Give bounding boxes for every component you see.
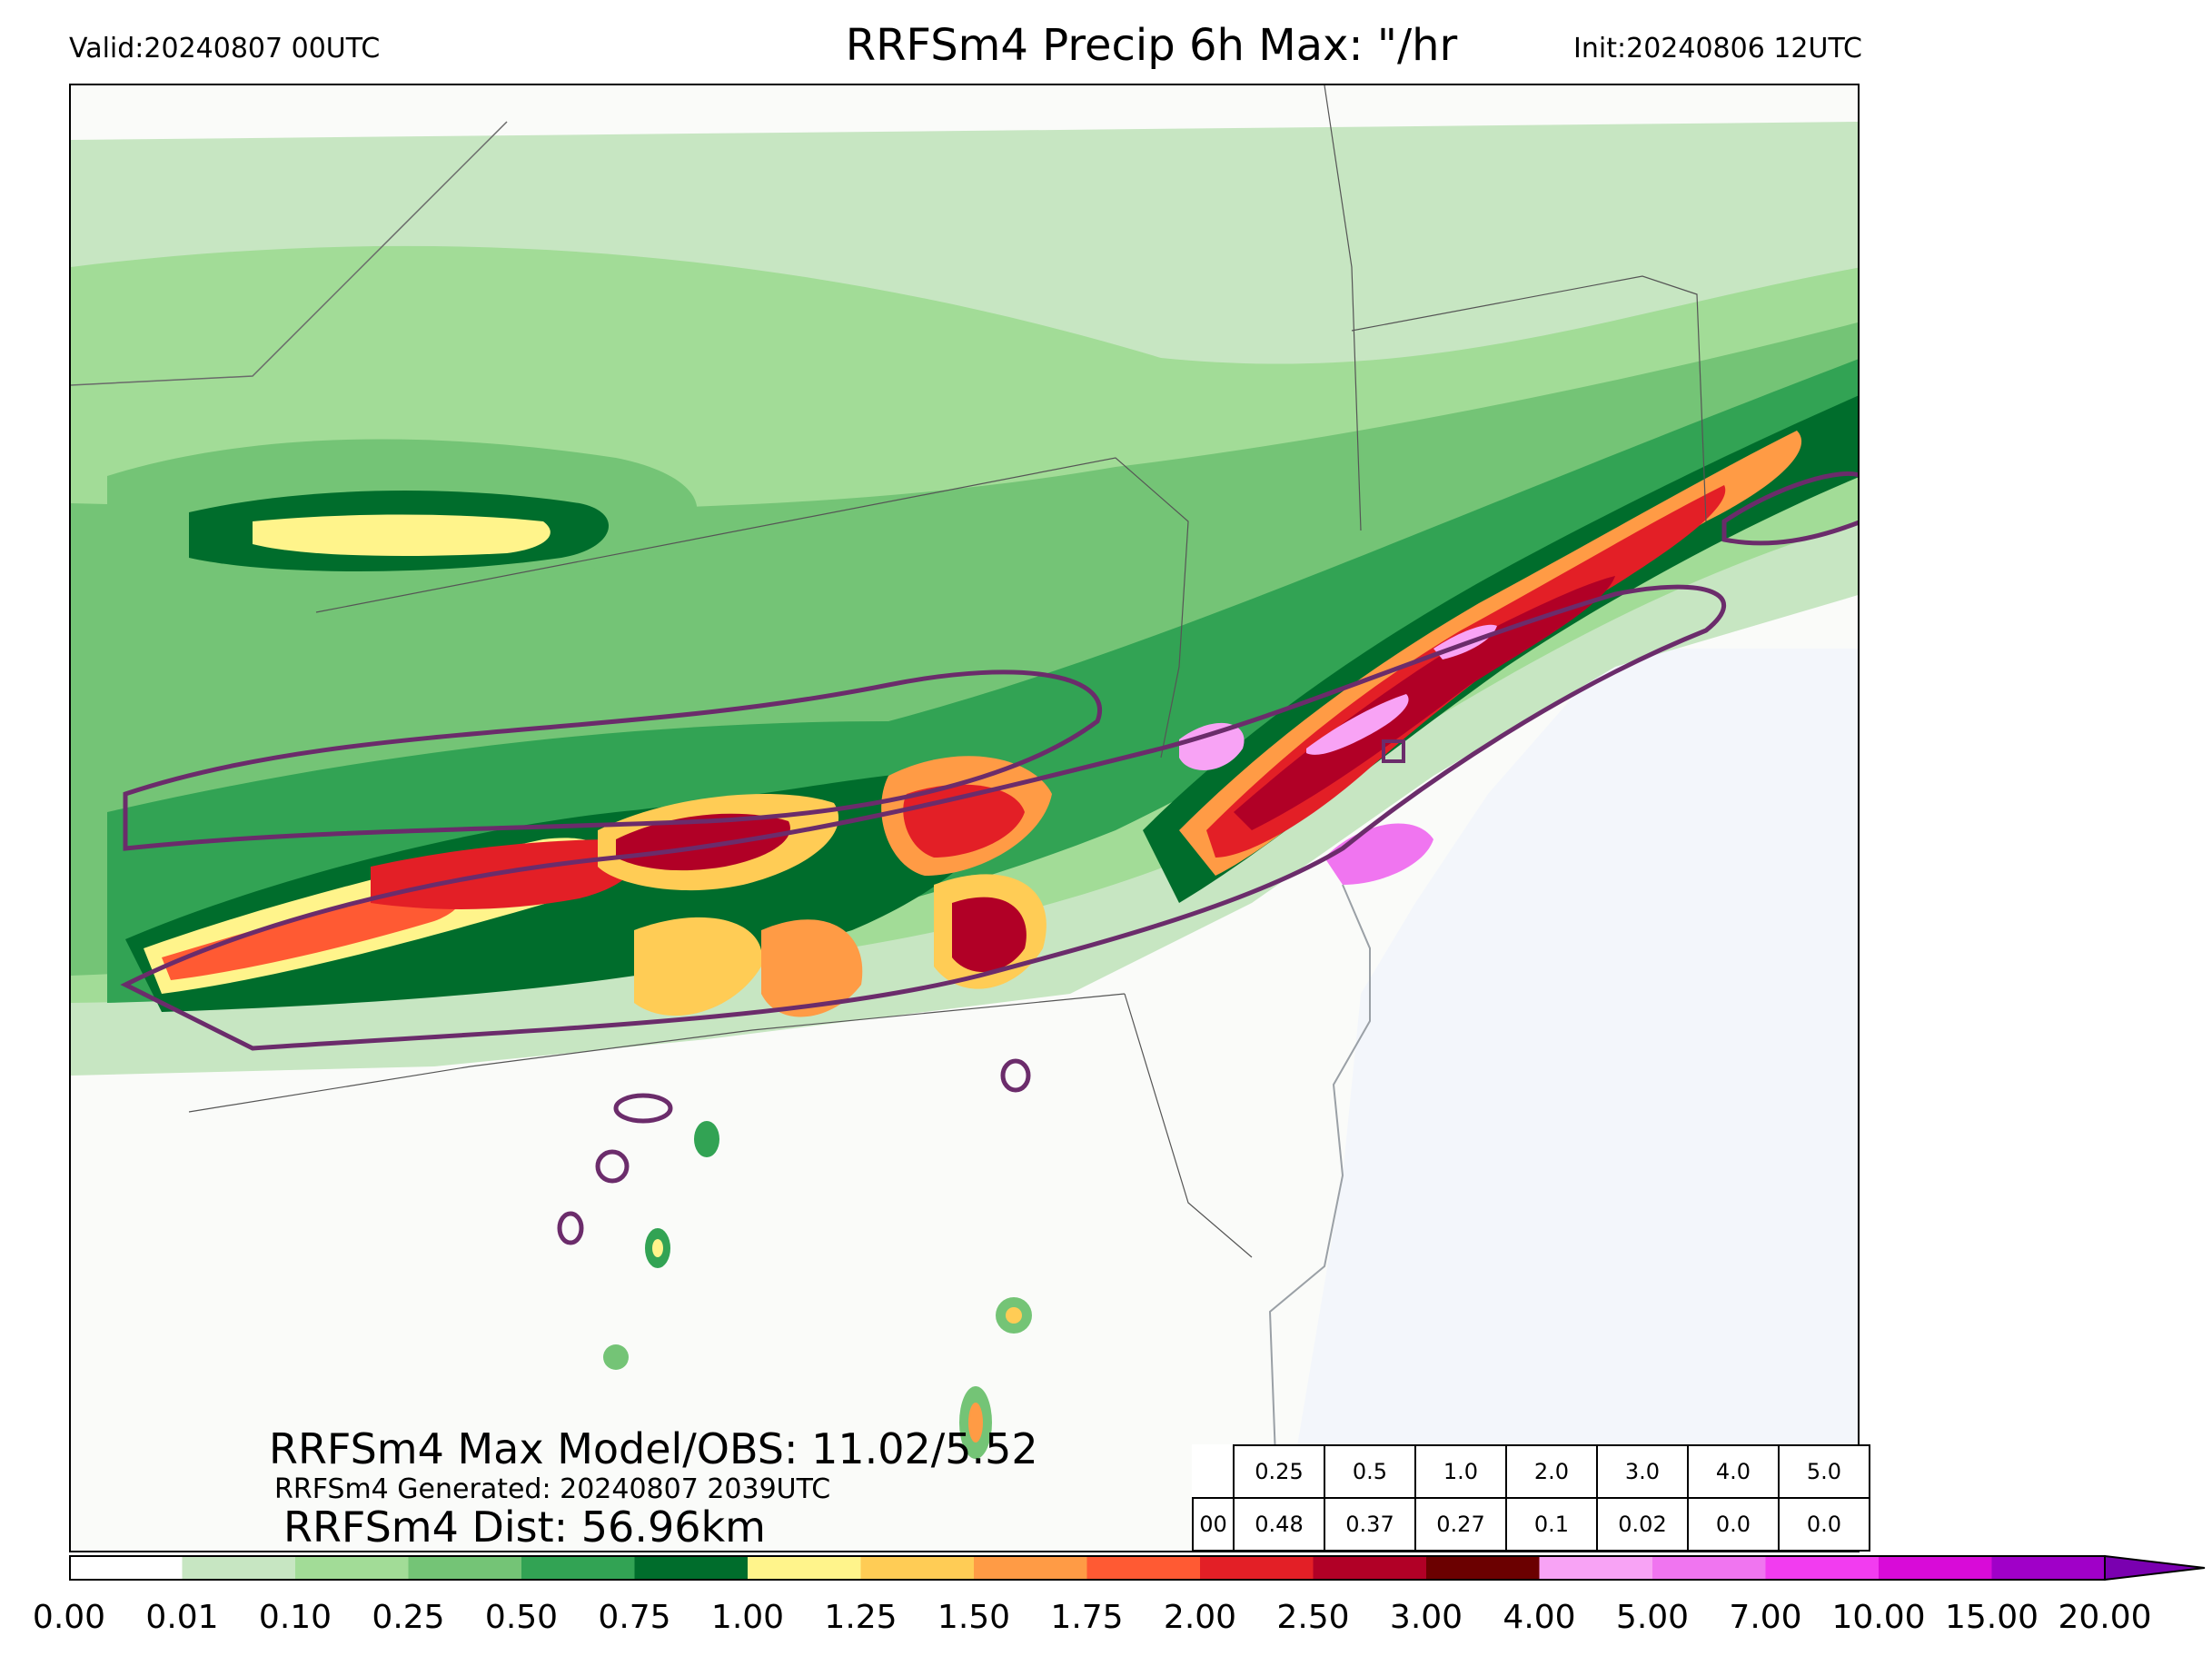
precip-map: [69, 84, 1860, 1552]
value-row: 00 0.48 0.37 0.27 0.1 0.02 0.0 0.0: [1192, 1497, 1870, 1552]
value-cell: 0.1: [1505, 1497, 1598, 1552]
chart-title: RRFSm4 Precip 6h Max: "/hr: [0, 20, 2212, 71]
threshold-cell: 0.5: [1324, 1444, 1416, 1499]
colorbar: [69, 1554, 2206, 1582]
colorbar-segment: [1313, 1556, 1426, 1580]
colorbar-tick-label: 0.25: [372, 1599, 445, 1636]
generated-time-text: RRFSm4 Generated: 20240807 2039UTC: [274, 1473, 831, 1505]
value-cell: 0.02: [1596, 1497, 1689, 1552]
colorbar-segment: [1200, 1556, 1314, 1580]
colorbar-tick-label: 20.00: [2058, 1599, 2152, 1636]
init-time-label: Init:20240806 12UTC: [1573, 33, 1862, 64]
colorbar-segment: [1426, 1556, 1540, 1580]
colorbar-tick-label: 0.01: [145, 1599, 219, 1636]
colorbar-segment: [69, 1556, 183, 1580]
colorbar-tick-label: 2.50: [1276, 1599, 1350, 1636]
threshold-cell: 3.0: [1596, 1444, 1689, 1499]
colorbar-segment: [1086, 1556, 1200, 1580]
colorbar-tick-label: 1.25: [824, 1599, 898, 1636]
colorbar-tick-label: 5.00: [1615, 1599, 1690, 1636]
colorbar-tick-label: 1.75: [1050, 1599, 1124, 1636]
colorbar-segment: [521, 1556, 635, 1580]
max-model-obs-text: RRFSm4 Max Model/OBS: 11.02/5.52: [269, 1424, 1038, 1473]
colorbar-segment: [408, 1556, 521, 1580]
threshold-row: 0.25 0.5 1.0 2.0 3.0 4.0 5.0: [1193, 1444, 1870, 1499]
map-canvas: [71, 85, 1858, 1551]
threshold-stats-table: 0.25 0.5 1.0 2.0 3.0 4.0 5.0 00 0.48 0.3…: [1192, 1444, 1870, 1552]
distance-text: RRFSm4 Dist: 56.96km: [283, 1502, 766, 1552]
colorbar-segment: [1991, 1556, 2105, 1580]
colorbar-segment: [860, 1556, 974, 1580]
colorbar-segment: [748, 1556, 861, 1580]
colorbar-tick-label: 10.00: [1831, 1599, 1926, 1636]
row-label-cell: 00: [1192, 1497, 1235, 1552]
colorbar-segment: [634, 1556, 748, 1580]
colorbar-tick-label: 0.00: [32, 1599, 106, 1636]
threshold-cell: 1.0: [1414, 1444, 1507, 1499]
colorbar-tick-label: 7.00: [1729, 1599, 1802, 1636]
colorbar-tick-label: 0.75: [598, 1599, 671, 1636]
threshold-cell: 5.0: [1778, 1444, 1870, 1499]
threshold-cell: 0.25: [1233, 1444, 1325, 1499]
colorbar-outline: [69, 1555, 2106, 1581]
threshold-cell: 2.0: [1505, 1444, 1598, 1499]
valid-time-label: Valid:20240807 00UTC: [69, 33, 381, 64]
value-cell: 0.0: [1778, 1497, 1870, 1552]
colorbar-segment: [1652, 1556, 1766, 1580]
colorbar-segment: [1879, 1556, 1992, 1580]
colorbar-segment: [182, 1556, 295, 1580]
value-cell: 0.37: [1324, 1497, 1416, 1552]
colorbar-extend-arrow: [2104, 1554, 2206, 1582]
colorbar-tick-label: 4.00: [1503, 1599, 1576, 1636]
colorbar-tick-label: 1.00: [710, 1599, 785, 1636]
value-cell: 0.27: [1414, 1497, 1507, 1552]
colorbar-segment: [1539, 1556, 1652, 1580]
threshold-cell: 4.0: [1687, 1444, 1780, 1499]
value-cell: 0.48: [1233, 1497, 1325, 1552]
colorbar-tick-label: 3.00: [1389, 1599, 1463, 1636]
colorbar-segment: [1765, 1556, 1879, 1580]
colorbar-segment: [974, 1556, 1087, 1580]
colorbar-tick-label: 2.00: [1163, 1599, 1237, 1636]
colorbar-segment: [295, 1556, 409, 1580]
chart-title-text: RRFSm4 Precip 6h Max: "/hr: [845, 20, 1458, 71]
colorbar-tick-label: 15.00: [1944, 1599, 2039, 1636]
value-cell: 0.0: [1687, 1497, 1780, 1552]
colorbar-tick-label: 0.10: [258, 1599, 332, 1636]
colorbar-tick-label: 0.50: [484, 1599, 559, 1636]
colorbar-tick-label: 1.50: [937, 1599, 1011, 1636]
